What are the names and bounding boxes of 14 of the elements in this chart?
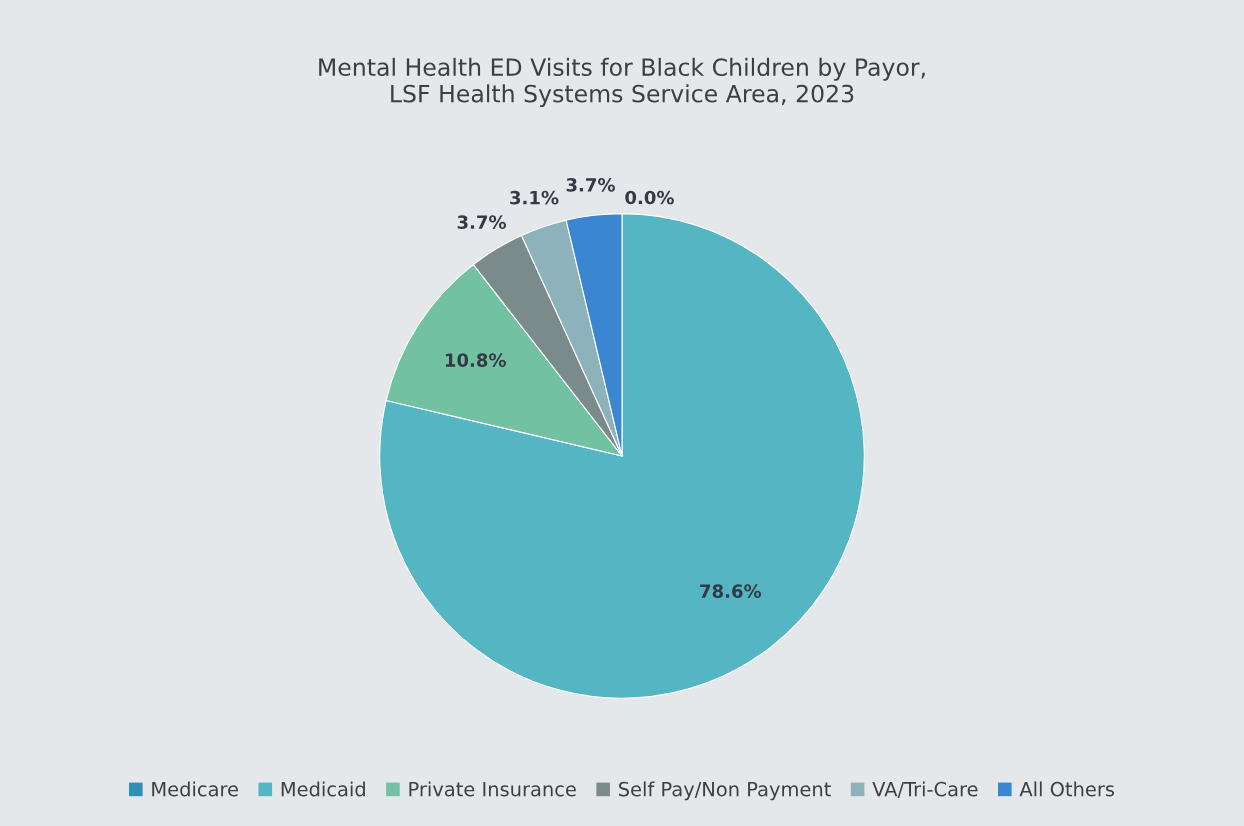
legend-label: Medicaid: [281, 781, 365, 797]
data-label: 3.7%: [457, 215, 506, 229]
data-label: 3.1%: [510, 190, 559, 205]
legend-label: Private Insurance: [409, 781, 576, 797]
text: 0.0%: [625, 190, 674, 205]
data-label: 78.6%: [700, 584, 762, 598]
legend-label: VA/Tri-Care: [872, 781, 978, 798]
legend-label: Medicare: [152, 781, 238, 797]
pie-slice: [379, 213, 865, 699]
data-label: 3.7%: [566, 178, 615, 192]
data-label: 10.8%: [445, 353, 506, 367]
chart-title: Mental Health ED Visits for Black Children by Payor, LSF Health Systems Service Area, 2023: [319, 57, 925, 108]
legend-label: Self Pay/Non Payment: [619, 781, 831, 801]
legend-label: All Others: [1019, 781, 1115, 797]
